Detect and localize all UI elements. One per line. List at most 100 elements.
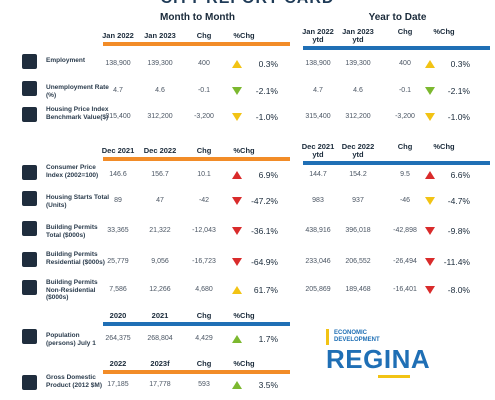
cell-value: 12,266 (149, 286, 171, 293)
cell-value: -12,043 (192, 227, 216, 234)
trend-indicator-icon (232, 60, 242, 68)
cell-pct-change: -64.9% (251, 257, 278, 267)
trend-indicator-icon (425, 171, 435, 179)
row-icon (22, 54, 37, 69)
cell-pct-change: -47.2% (251, 196, 278, 206)
cell-value: 983 (312, 197, 324, 204)
cell-value: 593 (198, 381, 210, 388)
cell-value: 4.7 (113, 87, 123, 94)
row-icon (22, 221, 37, 236)
column-header: Chg (397, 142, 413, 151)
page-title: CITY REPORT CARD (0, 0, 495, 8)
trend-indicator-icon (425, 113, 435, 121)
logo-line1: ECONOMIC (334, 330, 367, 336)
trend-indicator-icon (232, 227, 242, 235)
cell-value: 438,916 (305, 227, 331, 234)
row-label: Building Permits Residential ($000s) (46, 251, 105, 266)
logo-line2: DEVELOPMENT (334, 337, 380, 343)
cell-pct-change: -1.0% (447, 112, 470, 122)
cell-value: 17,185 (107, 381, 129, 388)
logo-underline (378, 375, 410, 378)
logo-accent-bar (326, 329, 329, 345)
trend-indicator-icon (232, 381, 242, 389)
section-month-to-month: Month to Month (160, 12, 235, 23)
row-label: Unemployment Rate (%) (46, 84, 109, 99)
header-underline (103, 42, 290, 46)
trend-indicator-icon (425, 286, 435, 294)
column-header: Chg (196, 311, 212, 320)
header-underline (103, 322, 290, 326)
cell-value: 396,018 (345, 227, 371, 234)
cell-pct-change: -4.7% (447, 196, 470, 206)
column-header: 2023f (150, 359, 170, 368)
cell-value: 139,300 (345, 60, 371, 67)
cell-pct-change: -11.4% (443, 257, 470, 267)
section-year-to-date: Year to Date (368, 12, 427, 23)
cell-value: 268,804 (147, 335, 173, 342)
row-icon (22, 165, 37, 180)
row-icon (22, 329, 37, 344)
row-icon (22, 280, 37, 295)
column-header: Jan 2023 ytd (342, 27, 374, 44)
cell-pct-change: -36.1% (251, 226, 278, 236)
cell-value: 17,778 (149, 381, 171, 388)
row-icon (22, 252, 37, 267)
trend-indicator-icon (232, 87, 242, 95)
cell-value: 9.5 (400, 171, 410, 178)
row-label: Building Permits Total ($000s) (46, 224, 98, 239)
cell-value: 25,779 (107, 258, 129, 265)
cell-value: 138,900 (105, 60, 131, 67)
column-header: Chg (196, 31, 212, 40)
cell-value: 139,300 (147, 60, 173, 67)
logo-wordmark: REGINA (326, 344, 431, 374)
cell-value: 138,900 (305, 60, 331, 67)
column-header: 2020 (109, 311, 127, 320)
cell-value: -46 (399, 197, 411, 204)
cell-value: 312,200 (147, 113, 173, 120)
column-header: %Chg (433, 27, 455, 36)
cell-value: 7,586 (109, 286, 127, 293)
cell-pct-change: -2.1% (255, 86, 278, 96)
cell-value: -42,898 (393, 227, 417, 234)
cell-value: 264,375 (105, 335, 131, 342)
trend-indicator-icon (425, 87, 435, 95)
header-underline (103, 370, 290, 374)
header-underline (303, 161, 490, 165)
column-header: Dec 2021 ytd (301, 142, 335, 159)
cell-value: -0.1 (398, 87, 412, 94)
cell-value: 189,468 (345, 286, 371, 293)
cell-value: 47 (156, 197, 164, 204)
row-label: Consumer Price Index (2002=100) (46, 164, 99, 179)
cell-value: 146.6 (109, 171, 127, 178)
row-icon (22, 375, 37, 390)
trend-indicator-icon (232, 197, 242, 205)
cell-pct-change: 6.6% (450, 170, 470, 180)
trend-indicator-icon (232, 286, 242, 294)
cell-value: 156.7 (151, 171, 169, 178)
cell-value: 4.6 (155, 87, 165, 94)
cell-value: 9,056 (151, 258, 169, 265)
row-label: Employment (46, 57, 86, 64)
row-icon (22, 81, 37, 96)
trend-indicator-icon (425, 60, 435, 68)
cell-value: -0.1 (197, 87, 211, 94)
column-header: Chg (196, 359, 212, 368)
row-icon (22, 107, 37, 122)
cell-pct-change: 3.5% (258, 380, 278, 390)
trend-indicator-icon (425, 197, 435, 205)
cell-value: -42 (198, 197, 210, 204)
column-header: 2022 (109, 359, 127, 368)
column-header: Chg (397, 27, 413, 36)
column-header: Dec 2022 ytd (341, 142, 375, 159)
cell-pct-change: 0.3% (258, 59, 278, 69)
cell-value: 10.1 (197, 171, 211, 178)
column-header: %Chg (233, 31, 255, 40)
cell-value: 400 (399, 60, 411, 67)
trend-indicator-icon (425, 258, 435, 266)
cell-pct-change: 6.9% (258, 170, 278, 180)
cell-pct-change: 0.3% (450, 59, 470, 69)
trend-indicator-icon (232, 258, 242, 266)
column-header: Chg (196, 146, 212, 155)
trend-indicator-icon (425, 227, 435, 235)
row-icon (22, 191, 37, 206)
